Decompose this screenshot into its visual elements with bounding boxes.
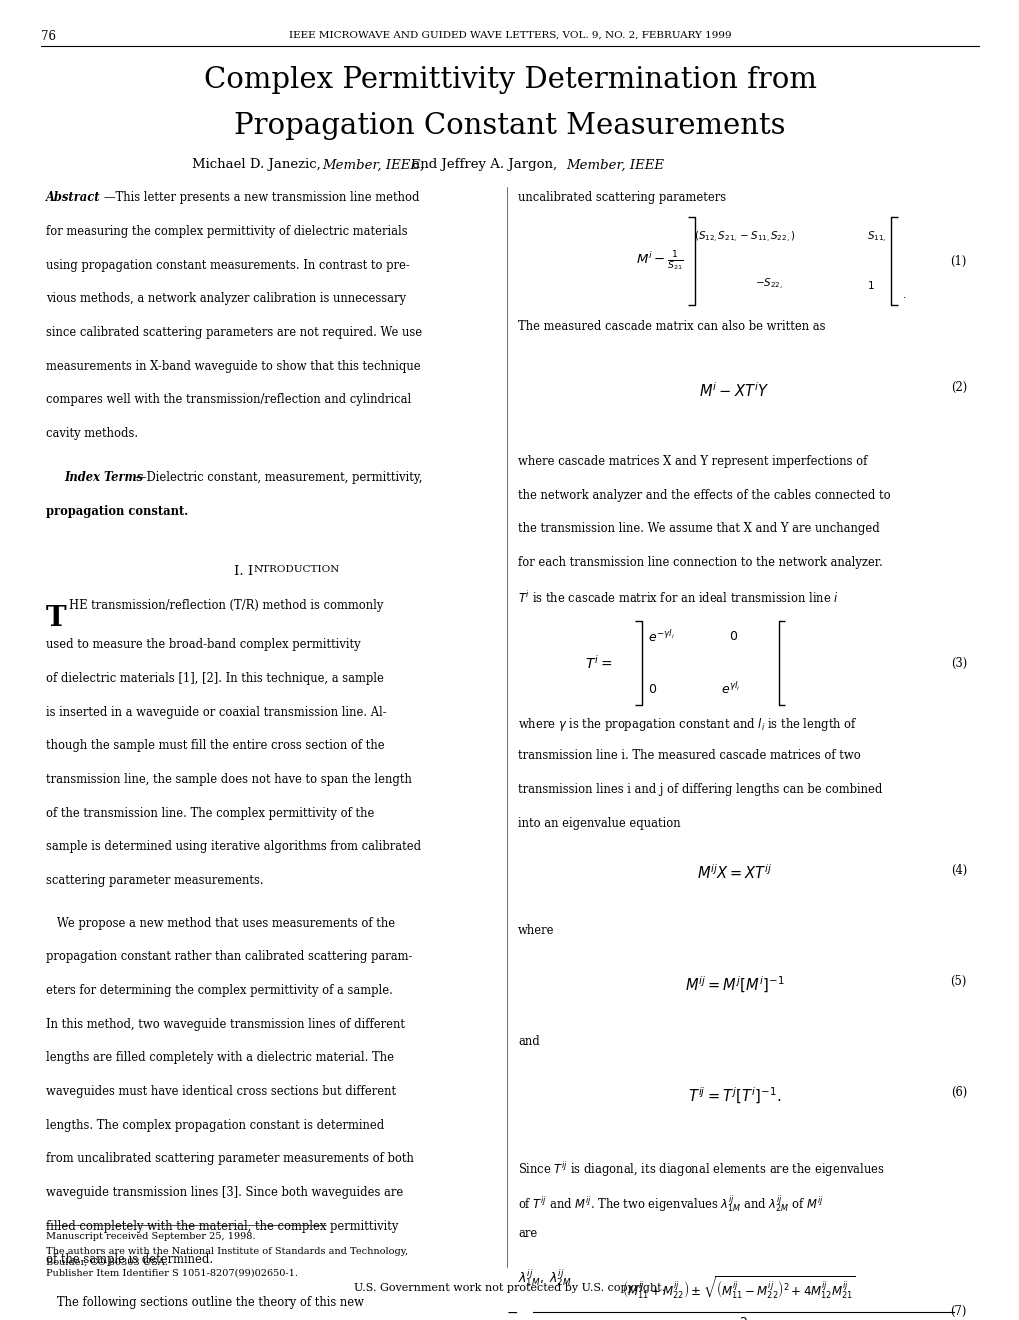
Text: $T^{ij} = T^j\left[T^i\right]^{-1}.$: $T^{ij} = T^j\left[T^i\right]^{-1}.$ xyxy=(687,1086,781,1106)
Text: Michael D. Janezic,: Michael D. Janezic, xyxy=(192,158,324,172)
Text: $S_{11,}$: $S_{11,}$ xyxy=(866,230,886,244)
Text: filled completely with the material, the complex permittivity: filled completely with the material, the… xyxy=(46,1220,397,1233)
Text: Since $T^{ij}$ is diagonal, its diagonal elements are the eigenvalues: Since $T^{ij}$ is diagonal, its diagonal… xyxy=(518,1160,884,1179)
Text: $\left(M^{ij}_{11}+M^{ij}_{22}\right)\pm\sqrt{\left(M^{ij}_{11}-M^{ij}_{22}\righ: $\left(M^{ij}_{11}+M^{ij}_{22}\right)\pm… xyxy=(621,1274,855,1302)
Text: of dielectric materials [1], [2]. In this technique, a sample: of dielectric materials [1], [2]. In thi… xyxy=(46,672,383,685)
Text: propagation constant.: propagation constant. xyxy=(46,504,187,517)
Text: sample is determined using iterative algorithms from calibrated: sample is determined using iterative alg… xyxy=(46,840,421,853)
Text: .: . xyxy=(902,288,906,301)
Text: Manuscript received September 25, 1998.: Manuscript received September 25, 1998. xyxy=(46,1232,255,1241)
Text: lengths are filled completely with a dielectric material. The: lengths are filled completely with a die… xyxy=(46,1051,393,1064)
Text: eters for determining the complex permittivity of a sample.: eters for determining the complex permit… xyxy=(46,983,392,997)
Text: Complex Permittivity Determination from: Complex Permittivity Determination from xyxy=(204,66,815,94)
Text: $\lambda^{ij}_{1M},\;\lambda^{ij}_{2M}$: $\lambda^{ij}_{1M},\;\lambda^{ij}_{2M}$ xyxy=(518,1267,571,1288)
Text: The authors are with the National Institute of Standards and Technology,: The authors are with the National Instit… xyxy=(46,1247,408,1257)
Text: $-$: $-$ xyxy=(505,1304,518,1319)
Text: for measuring the complex permittivity of dielectric materials: for measuring the complex permittivity o… xyxy=(46,224,408,238)
Text: $e^{-\gamma l_i}$: $e^{-\gamma l_i}$ xyxy=(647,628,674,644)
Text: $M^i - \frac{1}{S_{21}}$: $M^i - \frac{1}{S_{21}}$ xyxy=(635,249,683,273)
Text: and: and xyxy=(518,1035,539,1048)
Text: are: are xyxy=(518,1228,537,1239)
Text: We propose a new method that uses measurements of the: We propose a new method that uses measur… xyxy=(46,916,394,929)
Text: the network analyzer and the effects of the cables connected to: the network analyzer and the effects of … xyxy=(518,488,890,502)
Text: $e^{\gamma l_i}$: $e^{\gamma l_i}$ xyxy=(720,681,740,697)
Text: Publisher Item Identifier S 1051-8207(99)02650-1.: Publisher Item Identifier S 1051-8207(99… xyxy=(46,1269,298,1278)
Text: since calibrated scattering parameters are not required. We use: since calibrated scattering parameters a… xyxy=(46,326,422,339)
Text: $M^{ij} = M^j\left[M^i\right]^{-1}$: $M^{ij} = M^j\left[M^i\right]^{-1}$ xyxy=(684,974,784,995)
Text: $0$: $0$ xyxy=(729,630,738,643)
Text: Index Terms: Index Terms xyxy=(64,471,144,484)
Text: (3): (3) xyxy=(950,656,966,669)
Text: the transmission line. We assume that X and Y are unchanged: the transmission line. We assume that X … xyxy=(518,523,879,536)
Text: The following sections outline the theory of this new: The following sections outline the theor… xyxy=(46,1296,364,1309)
Text: —This letter presents a new transmission line method: —This letter presents a new transmission… xyxy=(104,191,419,205)
Text: into an eigenvalue equation: into an eigenvalue equation xyxy=(518,817,680,830)
Text: where cascade matrices X and Y represent imperfections of: where cascade matrices X and Y represent… xyxy=(518,455,867,469)
Text: HE transmission/reflection (T/R) method is commonly: HE transmission/reflection (T/R) method … xyxy=(69,599,383,612)
Text: transmission lines i and j of differing lengths can be combined: transmission lines i and j of differing … xyxy=(518,783,881,796)
Text: waveguide transmission lines [3]. Since both waveguides are: waveguide transmission lines [3]. Since … xyxy=(46,1185,403,1199)
Text: from uncalibrated scattering parameter measurements of both: from uncalibrated scattering parameter m… xyxy=(46,1152,414,1166)
Text: $M^{ij}X = XT^{ij}$: $M^{ij}X = XT^{ij}$ xyxy=(696,863,771,882)
Text: $T^i =$: $T^i =$ xyxy=(584,653,611,672)
Text: (7): (7) xyxy=(950,1305,966,1319)
Text: compares well with the transmission/reflection and cylindrical: compares well with the transmission/refl… xyxy=(46,393,411,407)
Text: $1$: $1$ xyxy=(866,279,874,290)
Text: $0$: $0$ xyxy=(647,682,656,696)
Text: The measured cascade matrix can also be written as: The measured cascade matrix can also be … xyxy=(518,321,824,334)
Text: cavity methods.: cavity methods. xyxy=(46,426,138,440)
Text: (2): (2) xyxy=(950,381,966,393)
Text: though the sample must fill the entire cross section of the: though the sample must fill the entire c… xyxy=(46,739,384,752)
Text: for each transmission line connection to the network analyzer.: for each transmission line connection to… xyxy=(518,556,882,569)
Text: of the transmission line. The complex permittivity of the: of the transmission line. The complex pe… xyxy=(46,807,374,820)
Text: —Dielectric constant, measurement, permittivity,: —Dielectric constant, measurement, permi… xyxy=(135,471,422,484)
Text: lengths. The complex propagation constant is determined: lengths. The complex propagation constan… xyxy=(46,1118,384,1131)
Text: where $\gamma$ is the propagation constant and $l_i$ is the length of: where $\gamma$ is the propagation consta… xyxy=(518,715,857,733)
Text: transmission line i. The measured cascade matrices of two: transmission line i. The measured cascad… xyxy=(518,750,860,763)
Text: (5): (5) xyxy=(950,974,966,987)
Text: propagation constant rather than calibrated scattering param-: propagation constant rather than calibra… xyxy=(46,950,412,964)
Text: Member, IEEE: Member, IEEE xyxy=(566,158,663,172)
Text: uncalibrated scattering parameters: uncalibrated scattering parameters xyxy=(518,191,726,205)
Text: is inserted in a waveguide or coaxial transmission line. Al-: is inserted in a waveguide or coaxial tr… xyxy=(46,705,386,718)
Text: of the sample is determined.: of the sample is determined. xyxy=(46,1253,213,1266)
Text: and Jeffrey A. Jargon,: and Jeffrey A. Jargon, xyxy=(408,158,560,172)
Text: (4): (4) xyxy=(950,863,966,876)
Text: of $T^{ij}$ and $M^{ij}$. The two eigenvalues $\lambda^{ij}_{1M}$ and $\lambda^{: of $T^{ij}$ and $M^{ij}$. The two eigenv… xyxy=(518,1193,823,1214)
Text: Abstract: Abstract xyxy=(46,191,101,205)
Text: U.S. Government work not protected by U.S. copyright.: U.S. Government work not protected by U.… xyxy=(354,1283,665,1294)
Text: $T^i$ is the cascade matrix for an ideal transmission line $i$: $T^i$ is the cascade matrix for an ideal… xyxy=(518,590,839,606)
Text: NTRODUCTION: NTRODUCTION xyxy=(254,565,339,574)
Text: used to measure the broad-band complex permittivity: used to measure the broad-band complex p… xyxy=(46,638,360,651)
Text: scattering parameter measurements.: scattering parameter measurements. xyxy=(46,874,263,887)
Text: using propagation constant measurements. In contrast to pre-: using propagation constant measurements.… xyxy=(46,259,410,272)
Text: measurements in X-band waveguide to show that this technique: measurements in X-band waveguide to show… xyxy=(46,359,420,372)
Text: 76: 76 xyxy=(41,30,56,44)
Text: IEEE MICROWAVE AND GUIDED WAVE LETTERS, VOL. 9, NO. 2, FEBRUARY 1999: IEEE MICROWAVE AND GUIDED WAVE LETTERS, … xyxy=(288,30,731,40)
Text: $2$: $2$ xyxy=(739,1316,747,1320)
Text: (6): (6) xyxy=(950,1086,966,1098)
Text: transmission line, the sample does not have to span the length: transmission line, the sample does not h… xyxy=(46,772,412,785)
Text: Member, IEEE,: Member, IEEE, xyxy=(322,158,424,172)
Text: vious methods, a network analyzer calibration is unnecessary: vious methods, a network analyzer calibr… xyxy=(46,292,406,305)
Text: $-S_{22,}$: $-S_{22,}$ xyxy=(754,277,783,292)
Text: where: where xyxy=(518,924,554,937)
Text: (1): (1) xyxy=(950,255,966,268)
Text: waveguides must have identical cross sections but different: waveguides must have identical cross sec… xyxy=(46,1085,395,1098)
Text: Boulder, CO 80303 USA.: Boulder, CO 80303 USA. xyxy=(46,1258,167,1267)
Text: T: T xyxy=(46,605,66,631)
Text: I. I: I. I xyxy=(234,565,254,578)
Text: Propagation Constant Measurements: Propagation Constant Measurements xyxy=(234,112,785,140)
Text: $M^i - XT^iY$: $M^i - XT^iY$ xyxy=(699,381,768,400)
Text: $(S_{12,}S_{21,} - S_{11,}S_{22,})$: $(S_{12,}S_{21,} - S_{11,}S_{22,})$ xyxy=(693,230,794,244)
Text: In this method, two waveguide transmission lines of different: In this method, two waveguide transmissi… xyxy=(46,1018,405,1031)
